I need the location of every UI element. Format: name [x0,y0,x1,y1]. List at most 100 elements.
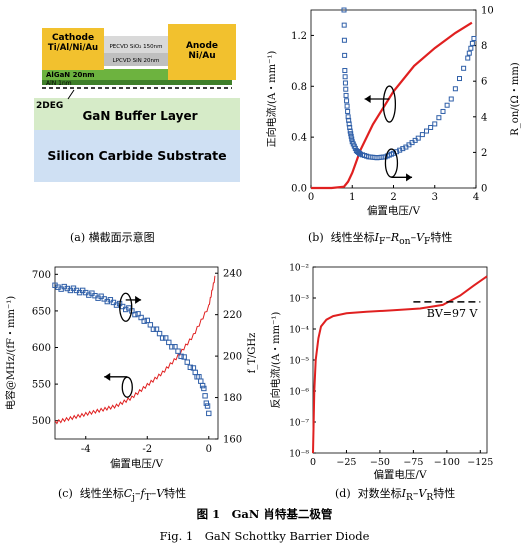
x-tick-label-b: 2 [390,192,396,203]
buffer-layer [34,98,240,130]
series-capacitance-point [159,335,166,341]
y-right-tick-label-b: 6 [481,77,487,88]
series-ron-point [348,131,354,137]
x-tick-label-d: −50 [370,457,390,468]
breakdown-voltage-label: BV=97 V [427,307,479,320]
series-capacitance-point [135,311,141,317]
series-ron-point [469,40,475,46]
y-right-tick-label-c: 160 [223,435,242,446]
series-ron-point [468,45,474,51]
left-arrowhead-c [104,372,111,381]
series-capacitance-point [199,382,206,389]
y-left-tick-label-b: 0.4 [291,133,307,144]
x-tick-label-b: 0 [308,192,314,203]
series-ron-point [466,50,472,56]
series-ron-point [342,80,348,86]
x-tick-label-c: 0 [206,444,212,455]
series-capacitance-point [187,364,194,371]
series-capacitance-point [184,359,190,365]
series-capacitance-point [163,335,169,341]
series-ron-point [342,52,348,58]
pecvd-layer [104,36,168,53]
y-left-tick-label-c: 500 [32,416,51,427]
series-capacitance-point [150,326,157,332]
series-ron-point [344,98,350,104]
anode-metal-label: Ni/Au [188,51,215,61]
algan-layer [42,69,168,80]
y-right-tick-label-c: 240 [223,269,242,280]
y-right-tick-label-b: 4 [481,112,487,123]
series-ron-point [348,133,354,139]
right-arrowhead-b [406,173,413,182]
series-ron-point [448,96,454,102]
y-tick-label-d: 10⁻⁵ [289,357,309,367]
twodeg-label: 2DEG [36,101,63,111]
ft-curve-ellipse [121,376,133,398]
series-capacitance-point [166,339,172,346]
x-tick-label-d: −75 [403,457,423,468]
y-right-tick-label-b: 8 [481,41,487,52]
series-capacitance-point [172,344,178,350]
series-ron-point [349,136,355,142]
series-ron-point [471,35,477,41]
y-right-tick-label-c: 200 [223,352,242,363]
y-left-tick-label-b: 0.0 [291,184,307,195]
y-right-tick-label-b: 2 [481,148,487,159]
y-right-axis-label-c: f_T/GHz [247,333,258,374]
series-ron-point [419,132,425,138]
x-tick-label-c: -4 [81,444,91,455]
algan-label: AlGaN 20nm [46,71,95,79]
y-right-tick-label-c: 220 [223,310,242,321]
series-ron-point [343,86,349,92]
series-capacitance-point [204,403,211,409]
y-tick-label-d: 10⁻² [289,264,309,274]
x-axis-label-d: 偏置电压/V [373,468,427,481]
cross-section-diagram: Cathode Ti/Al/Ni/Au Anode Ni/Au PECVD Si… [34,24,240,182]
x-axis-label-b: 偏置电压/V [367,204,421,217]
chart-b: 0 1 2 3 4 0.0 0.4 0.8 1.2 0 2 4 6 8 10 偏置电压/V 正向电流/(A・mm… [265,6,521,218]
series-capacitance-point [178,353,184,360]
series-capacitance-point [113,302,120,308]
series-ron-point [343,92,349,98]
cathode-label: Cathode [52,33,94,43]
x-axis-label-c: 偏置电压/V [110,457,164,470]
series-ron-point [347,128,353,134]
series-ron-point [342,68,348,74]
series-ron-point [432,121,438,127]
anode-contact [168,24,236,80]
chart-c: -4 -2 0 500 550 600 650 700 160 180 200 220 240 偏置电压/… [4,266,258,470]
current-curve-ellipse [382,85,397,123]
anode-label: Anode [186,41,218,51]
y-left-tick-label-b: 0.8 [291,82,307,93]
panel-d: 0 −25 −50 −75 −100 −125 10⁻² 10⁻³ 10⁻⁴ 10⁻⁵ 10⁻⁶ 10… [265,255,529,483]
y-left-axis-label-c: 电容@MHz/(fF・mm⁻¹) [4,296,17,410]
series-ron-point [341,22,347,28]
series-ron-point [341,7,347,13]
y-left-axis-label-b: 正向电流/(A・mm⁻¹) [265,51,278,148]
x-tick-label-c: -2 [142,444,152,455]
x-tick-label-b: 1 [349,192,355,203]
series-capacitance-point [203,400,210,406]
series-ron-point [344,103,350,109]
series-capacitance-point [156,330,163,337]
y-right-tick-label-b: 0 [481,184,487,195]
series-capacitance-point [138,314,144,321]
x-tick-label-d: 0 [310,457,316,468]
x-tick-label-b: 3 [432,192,438,203]
series-ron-point [440,108,446,114]
cathode-metal-label: Ti/Al/Ni/Au [48,43,98,53]
series-ron-point [424,128,429,134]
figure-title-en: Fig. 1 GaN Schottky Barrier Diode [159,529,370,543]
substrate-layer [34,130,240,182]
y-axis-label-d: 反向电流/(A・mm⁻¹) [269,312,282,409]
y-right-tick-label-b: 10 [481,6,494,17]
right-arrowhead-c [135,295,142,304]
plot-frame-c [54,266,219,440]
series-ron-point [428,124,434,130]
series-ron-point [444,102,450,108]
series-ron-point [452,86,458,92]
y-tick-label-d: 10⁻³ [289,295,309,305]
series-ron-point [415,135,421,141]
cathode-contact [42,28,104,70]
y-right-tick-label-c: 180 [223,393,242,404]
